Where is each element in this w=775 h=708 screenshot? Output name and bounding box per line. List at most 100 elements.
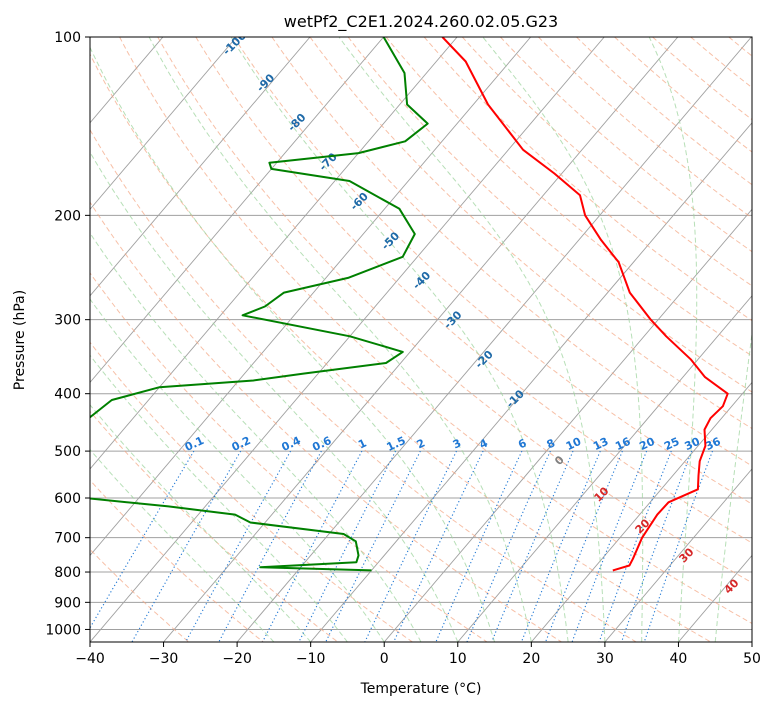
mixing-ratio-line (466, 450, 551, 642)
dry-adiabat (309, 37, 752, 430)
moist-adiabat (714, 329, 752, 642)
dry-adiabat (90, 201, 562, 642)
chart-title: wetPf2_C2E1.2024.260.02.05.G23 (284, 12, 558, 32)
dry-adiabat (347, 37, 752, 393)
isotherm-gridline (751, 641, 752, 642)
dry-adiabat (90, 272, 488, 642)
mixing-ratio-label: 1 (356, 436, 368, 451)
mixing-ratio-label: 4 (477, 436, 490, 451)
dry-adiabat-label: -90 (254, 71, 277, 94)
x-tick-label: 20 (522, 651, 540, 667)
dry-adiabat (90, 128, 637, 642)
mixing-ratio-line (571, 450, 648, 642)
dewpoint-profile-line (90, 37, 429, 572)
dry-adiabat (119, 37, 752, 624)
y-tick-label: 300 (54, 313, 81, 329)
mixing-ratio-label: 8 (545, 436, 557, 451)
moist-adiabat (338, 37, 606, 642)
isotherm-gridline (457, 295, 752, 642)
dry-adiabat-label: -50 (379, 229, 402, 252)
dry-adiabat (90, 410, 339, 642)
mixing-ratio-line (90, 450, 195, 629)
mixing-ratio-line (491, 450, 574, 642)
dry-adiabat-label: -60 (348, 190, 371, 213)
moist-adiabat (482, 37, 644, 642)
y-tick-label: 200 (54, 208, 81, 224)
dry-adiabat (90, 53, 712, 642)
y-tick-label: 1000 (45, 622, 81, 638)
mixing-ratio-label: 2 (415, 436, 427, 451)
mixing-ratio-label: 10 (564, 435, 584, 453)
dry-adiabat (90, 479, 264, 642)
mixing-ratio-line (131, 450, 242, 642)
axes: −40 −30 −20 −10 0 10 20 30 40 5010020030040050060… (45, 30, 761, 667)
isotherm-gridline (90, 37, 384, 384)
dry-adiabat (233, 37, 752, 505)
y-tick-label: 900 (54, 595, 81, 611)
isotherm-gridline (163, 37, 679, 642)
isotherm-gridline (90, 37, 532, 557)
y-tick-label: 500 (54, 444, 81, 460)
x-tick-label: 40 (670, 651, 688, 667)
mixing-ratio-label: 6 (516, 436, 529, 451)
mixing-ratio-label: 20 (637, 435, 657, 453)
mixing-ratio-line (262, 450, 363, 642)
mixing-ratio-line (598, 450, 672, 642)
dry-adiabat (195, 37, 752, 544)
dry-adiabat (157, 37, 752, 584)
mixing-ratio-line (298, 450, 397, 642)
mixing-ratio-line (621, 450, 693, 642)
x-tick-label: −10 (296, 651, 326, 667)
moist-adiabat (648, 37, 698, 642)
dry-adiabat-label: -10 (504, 387, 527, 410)
mixing-ratio-label: 25 (662, 435, 681, 453)
isotherm-gridline (236, 37, 752, 642)
dry-adiabat-label: -70 (317, 150, 340, 173)
dry-adiabat-label: 0 (552, 453, 567, 468)
moist-adiabat (90, 448, 275, 642)
y-tick-label: 400 (54, 387, 81, 403)
moist-adiabat (90, 354, 348, 642)
x-tick-label: −30 (149, 651, 179, 667)
mixing-ratio-line (643, 450, 714, 642)
mixing-ratio-label: 13 (591, 435, 610, 453)
dry-adiabat-label: -80 (285, 111, 308, 134)
y-axis-label: Pressure (hPa) (12, 290, 28, 390)
isotherm-gridline (530, 381, 752, 642)
dry-adiabat (690, 37, 752, 89)
moist-adiabat (90, 298, 385, 642)
isotherm-gridline (90, 37, 311, 297)
mixing-ratio-line (218, 450, 322, 642)
dry-adiabat (90, 548, 190, 642)
mixing-ratio-label: 30 (683, 435, 703, 453)
isotherm-gridline (604, 468, 752, 642)
dry-adiabat (385, 37, 752, 357)
mixing-ratio-line (364, 450, 457, 642)
moist-adiabat (90, 46, 496, 642)
mixing-ratio-line (520, 450, 601, 642)
moist-adiabat (148, 37, 532, 642)
x-axis-label: Temperature (°C) (360, 681, 482, 697)
temperature-profile-line (441, 37, 729, 572)
plot-area: 0.1 0.2 0.4 0.6 1 1.5 2 3 4 6 8 10 13 16 20 25 30 36-100-… (90, 37, 752, 642)
isotherm-gridline (383, 208, 752, 642)
dry-adiabat (538, 37, 752, 219)
moist-adiabat (230, 37, 569, 642)
moist-adiabat (90, 232, 422, 642)
y-tick-label: 800 (54, 565, 81, 581)
y-tick-label: 600 (54, 491, 81, 507)
x-tick-label: 50 (743, 651, 761, 667)
moist-adiabat (90, 151, 459, 642)
mixing-ratio-line (185, 450, 292, 642)
isotherm-gridline (90, 37, 605, 642)
x-tick-label: −20 (222, 651, 252, 667)
mixing-ratio-label: 36 (703, 435, 723, 453)
isotherm-gridline (90, 37, 237, 211)
x-tick-label: −40 (75, 651, 105, 667)
x-tick-label: 30 (596, 651, 614, 667)
dry-adiabat (500, 37, 752, 253)
dry-adiabat-label: 40 (722, 576, 742, 596)
x-tick-label: 0 (380, 651, 389, 667)
plot-frame (89, 36, 753, 643)
